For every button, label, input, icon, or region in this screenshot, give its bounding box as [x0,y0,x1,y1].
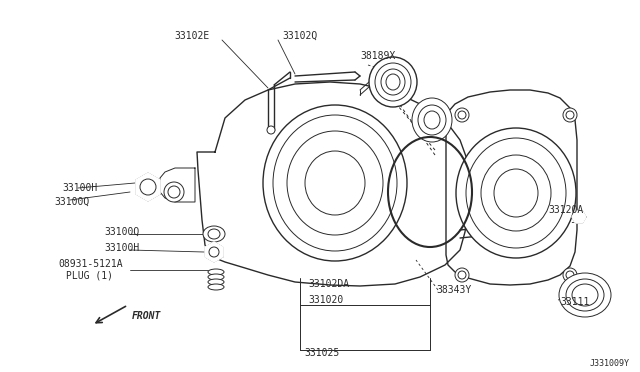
Text: 33100H: 33100H [62,183,97,193]
Polygon shape [446,90,577,285]
Circle shape [267,126,275,134]
Polygon shape [205,242,223,262]
Ellipse shape [203,226,225,242]
Text: 38343Y: 38343Y [436,285,471,295]
Ellipse shape [456,128,576,258]
Text: 33100Q: 33100Q [104,227,140,237]
Circle shape [140,179,156,195]
Ellipse shape [208,269,224,275]
Polygon shape [160,168,195,202]
Text: 33111: 33111 [560,297,589,307]
Text: 08931-5121A: 08931-5121A [58,259,123,269]
Text: 33100H: 33100H [104,243,140,253]
Ellipse shape [369,57,417,107]
Text: PLUG (1): PLUG (1) [66,271,113,281]
Circle shape [563,108,577,122]
Circle shape [209,247,219,257]
Text: 33102DA: 33102DA [308,279,349,289]
Text: 331020: 331020 [308,295,343,305]
Text: 33102Q: 33102Q [282,31,317,41]
Text: 33100Q: 33100Q [54,197,89,207]
Circle shape [164,182,184,202]
Ellipse shape [412,98,452,142]
Ellipse shape [263,105,407,261]
Polygon shape [136,173,160,201]
Circle shape [455,108,469,122]
Text: FRONT: FRONT [132,311,161,321]
Text: J331009Y: J331009Y [590,359,630,368]
Text: 33120A: 33120A [548,205,583,215]
Ellipse shape [559,273,611,317]
Text: 331025: 331025 [304,348,339,358]
Ellipse shape [208,279,224,285]
Circle shape [455,268,469,282]
Polygon shape [197,82,468,286]
Polygon shape [572,211,586,223]
Text: 38189X: 38189X [360,51,396,61]
Ellipse shape [208,284,224,290]
Ellipse shape [208,274,224,280]
Text: 33102E: 33102E [175,31,210,41]
Circle shape [563,268,577,282]
